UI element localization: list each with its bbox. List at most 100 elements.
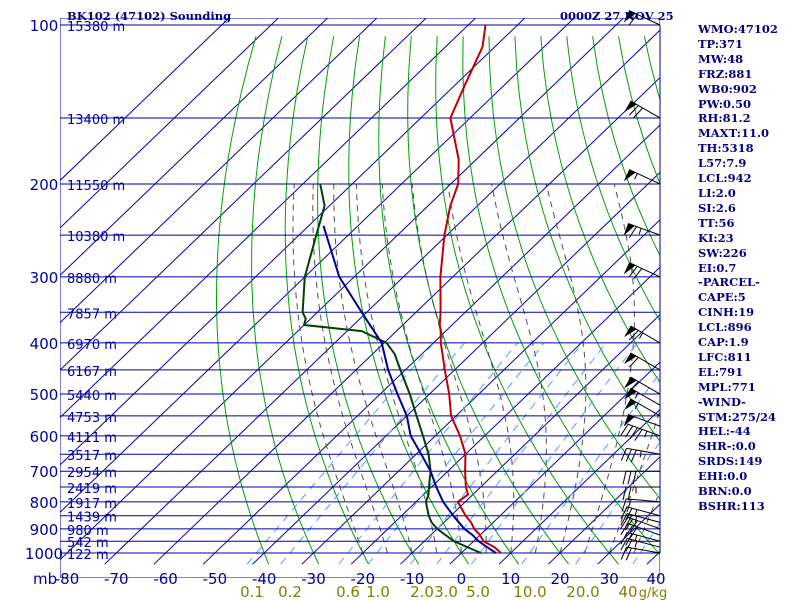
wind-barb (621, 498, 661, 513)
dry-adiabat (348, 36, 470, 565)
moist-adiabat (491, 183, 547, 554)
isotherm-line (350, 266, 660, 565)
temperature-tick-label: -30 (301, 570, 326, 588)
height-label: 5440 m (67, 389, 117, 404)
wind-barb-half-feather (634, 540, 638, 548)
sounding-profile-line (301, 183, 482, 554)
wind-barb-half-feather (639, 450, 642, 458)
temperature-tick-label: -80 (55, 570, 80, 588)
wind-barb-staff (627, 513, 661, 523)
pressure-tick-label: 800 (30, 494, 59, 512)
wind-barb-half-feather (634, 173, 638, 180)
mixing-ratio-label: 0.6 (336, 583, 360, 600)
wind-barb (622, 486, 660, 501)
mixing-ratio-label: 10.0 (513, 583, 546, 600)
wind-barb-half-feather (638, 332, 644, 339)
height-label: 13400 m (67, 113, 125, 128)
wind-barb (620, 537, 661, 552)
sounding-index-item: CINH:19 (698, 305, 755, 320)
wind-barb-feather (625, 518, 634, 531)
wind-barb-feather (625, 533, 633, 546)
pressure-tick-label: 400 (30, 335, 59, 353)
wind-barb-half-feather (644, 430, 648, 438)
wind-barb-feather (625, 547, 632, 561)
height-label: 8880 m (67, 272, 117, 287)
sounding-index-item: CAP:1.9 (698, 335, 749, 350)
wind-barb-feather (621, 498, 627, 512)
mixing-ratio-label: 2.0 (410, 583, 434, 600)
wind-barb-feather (620, 516, 629, 529)
dry-adiabat (215, 36, 270, 565)
pressure-tick-label: 700 (30, 463, 59, 481)
temperature-tick-label: -10 (400, 570, 425, 588)
temperature-tick-label: 10 (501, 570, 520, 588)
height-label: 4753 m (67, 411, 117, 426)
moist-adiabat (411, 183, 487, 554)
height-label: 980 m (67, 524, 109, 539)
wind-barb-half-feather (634, 516, 638, 523)
wind-barb (623, 169, 661, 185)
wind-barb (620, 447, 661, 463)
wind-barb-pennant (623, 223, 635, 236)
pressure-tick-label: 600 (30, 428, 59, 446)
temperature-tick-label: -70 (104, 570, 129, 588)
sounding-index-item: SW:226 (698, 245, 747, 260)
wind-barb-feather (629, 526, 638, 539)
mixing-ratio-line (410, 342, 583, 565)
isotherm-line (202, 124, 660, 565)
sounding-index-item: SHR-:0.0 (698, 439, 756, 454)
wind-barb-feather (625, 514, 633, 527)
mixing-ratio-unit-label: g/kg (639, 586, 667, 600)
sounding-index-item: CAPE:5 (698, 290, 746, 305)
isotherm-line (301, 219, 660, 565)
isotherm-line (60, 18, 329, 277)
temperature-tick-label: -20 (351, 570, 376, 588)
pressure-tick-label: 200 (30, 176, 59, 194)
dry-adiabat (488, 36, 660, 500)
sounding-index-item: EI:0.7 (698, 260, 737, 275)
wind-barb (624, 398, 661, 417)
sounding-index-item: EL:791 (698, 364, 744, 379)
temperature-tick-label: 0 (457, 570, 467, 588)
wind-barb-half-feather (634, 392, 639, 399)
sounding-index-item: WMO:47102 (698, 22, 778, 36)
wind-barb-feather (620, 538, 628, 551)
sounding-index-item: TH:5318 (698, 141, 754, 156)
sounding-index-item: FRZ:881 (698, 66, 753, 81)
wind-barb (622, 470, 660, 485)
mixing-ratio-line (280, 342, 465, 565)
wind-barb-half-feather (634, 534, 638, 542)
isotherm-line (60, 18, 625, 561)
height-label: 2954 m (67, 466, 117, 481)
isotherm-line (252, 171, 660, 565)
wind-barb-staff (628, 10, 661, 26)
sounding-index-item: LCL:896 (698, 320, 752, 335)
sounding-index-item: LI:2.0 (698, 185, 736, 200)
dry-adiabat (251, 36, 320, 565)
sounding-index-item: MPL:771 (698, 379, 756, 394)
mixing-ratio-line (471, 342, 638, 565)
wind-barb-feather (628, 357, 639, 368)
wind-barb-feather (620, 506, 628, 519)
height-label: 4111 m (67, 431, 117, 446)
sounding-index-item: HEL:-44 (698, 424, 751, 439)
wind-barb-half-feather (638, 228, 642, 235)
sounding-index-item: MW:48 (698, 51, 744, 66)
dry-adiabat (514, 36, 660, 443)
wind-barb-staff (626, 498, 661, 503)
wind-barb-feather (620, 448, 627, 461)
wind-barb (624, 352, 661, 371)
pressure-tick-label: 500 (30, 386, 59, 404)
wind-barb-pennant (623, 414, 635, 427)
wind-barb-feather (633, 107, 644, 119)
wind-barb-feather (632, 471, 637, 485)
mixing-ratio-line (338, 342, 518, 565)
height-label: 3517 m (67, 449, 117, 464)
mixing-ratio-line (367, 342, 545, 565)
wind-barb (623, 10, 661, 26)
wind-barb-feather (625, 539, 633, 552)
sounding-title: BK102 (47102) Sounding (67, 9, 232, 23)
dry-adiabat (317, 36, 420, 565)
wind-barb (620, 523, 661, 539)
pressure-tick-label: 1000 (25, 545, 63, 563)
